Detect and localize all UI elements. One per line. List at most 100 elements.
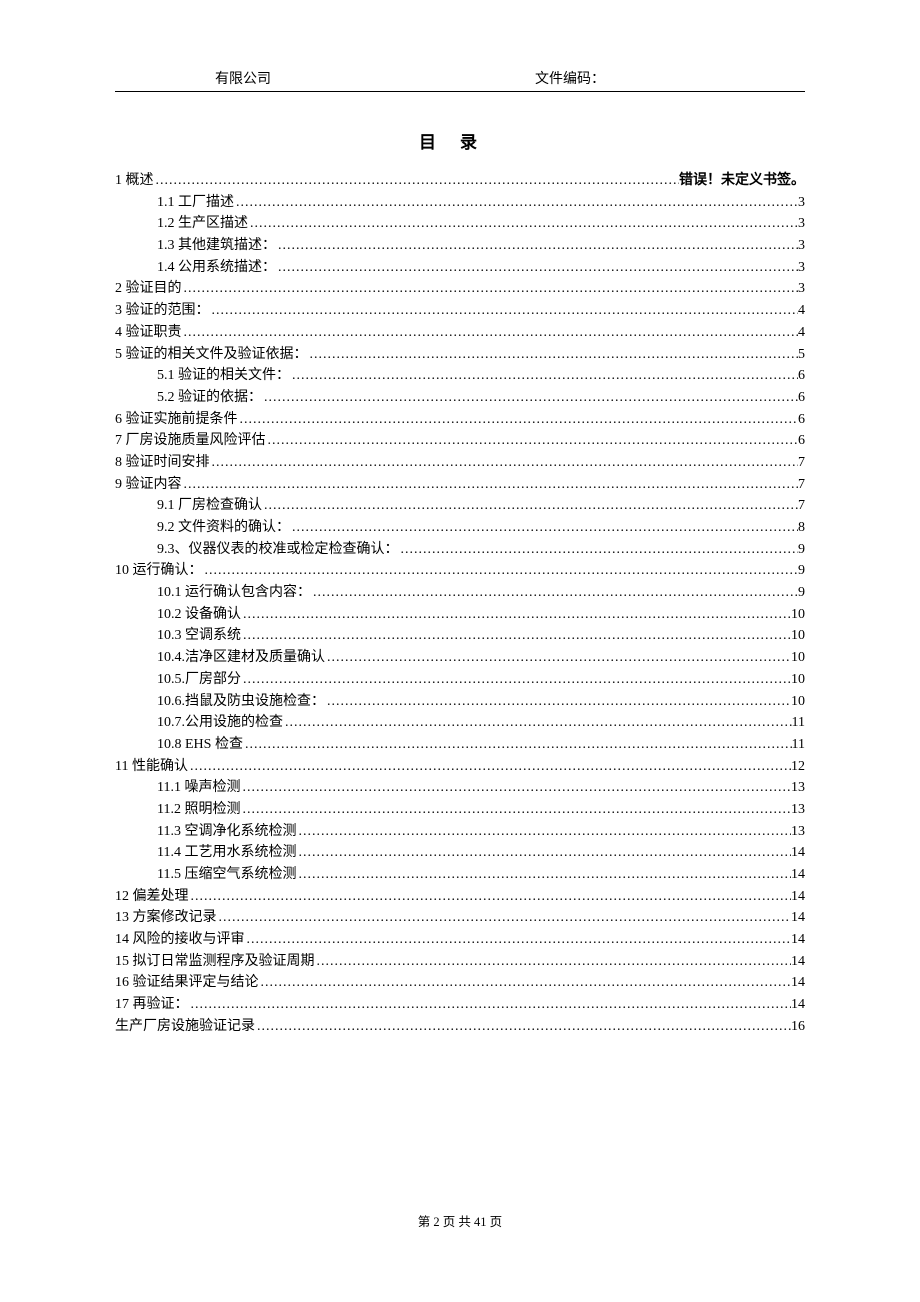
toc-row: 5.2 验证的依据：6 (115, 387, 805, 409)
toc-label: 1.3 其他建筑描述： (157, 235, 276, 257)
toc-page-number: 14 (791, 842, 805, 864)
toc-leader-dots (262, 387, 798, 409)
toc-row: 10.6.挡鼠及防虫设施检查：10 (115, 691, 805, 713)
toc-row: 1.3 其他建筑描述： 3 (115, 235, 805, 257)
toc-row: 17 再验证：14 (115, 994, 805, 1016)
toc-page-number: 3 (798, 192, 805, 214)
toc-leader-dots (266, 430, 799, 452)
toc-page-number: 7 (798, 495, 805, 517)
toc-row: 6 验证实施前提条件6 (115, 409, 805, 431)
toc-row: 10.1 运行确认包含内容：9 (115, 582, 805, 604)
toc-leader-dots (290, 517, 798, 539)
toc-page-number: 13 (791, 799, 805, 821)
toc-row: 1.2 生产区描述3 (115, 213, 805, 235)
toc-label: 11 性能确认 (115, 756, 188, 778)
toc-leader-dots (189, 886, 792, 908)
toc-row: 10 运行确认：9 (115, 560, 805, 582)
toc-page-number: 13 (791, 777, 805, 799)
toc-leader-dots (248, 213, 798, 235)
toc-leader-dots (325, 647, 791, 669)
toc-label: 5.1 验证的相关文件： (157, 365, 290, 387)
toc-label: 12 偏差处理 (115, 886, 189, 908)
toc-leader-dots (203, 560, 799, 582)
toc-page-number: 9 (798, 539, 805, 561)
toc-row: 7 厂房设施质量风险评估6 (115, 430, 805, 452)
toc-page-number: 8 (798, 517, 805, 539)
toc-row: 11 性能确认 12 (115, 756, 805, 778)
toc-label: 10.6.挡鼠及防虫设施检查： (157, 691, 325, 713)
toc-row: 10.7.公用设施的检查11 (115, 712, 805, 734)
toc-label: 5.2 验证的依据： (157, 387, 262, 409)
toc-row: 16 验证结果评定与结论 14 (115, 972, 805, 994)
toc-leader-dots (283, 712, 792, 734)
document-page: 有限公司 文件编码： 目录 1 概述错误！未定义书签。1.1 工厂描述31.2 … (0, 0, 920, 1088)
toc-label: 10.3 空调系统 (157, 625, 241, 647)
toc-leader-dots (243, 734, 792, 756)
toc-row: 11.3 空调净化系统检测13 (115, 821, 805, 843)
toc-page-number: 6 (798, 430, 805, 452)
toc-page-number: 14 (791, 951, 805, 973)
toc-row: 13 方案修改记录 14 (115, 907, 805, 929)
toc-leader-dots (311, 582, 798, 604)
toc-row: 11.2 照明检测 13 (115, 799, 805, 821)
toc-label: 9.1 厂房检查确认 (157, 495, 262, 517)
toc-row: 4 验证职责 4 (115, 322, 805, 344)
toc-row: 2 验证目的3 (115, 278, 805, 300)
toc-row: 3 验证的范围：4 (115, 300, 805, 322)
toc-leader-dots (240, 799, 791, 821)
toc-page-number: 10 (791, 669, 805, 691)
toc-label: 10.8 EHS 检查 (157, 734, 243, 756)
toc-page-number: 10 (791, 604, 805, 626)
toc-leader-dots (296, 821, 791, 843)
toc-leader-dots (241, 669, 791, 691)
toc-page-number: 14 (791, 864, 805, 886)
toc-row: 11.4 工艺用水系统检测 14 (115, 842, 805, 864)
toc-leader-dots (210, 300, 799, 322)
toc-label: 11.2 照明检测 (157, 799, 240, 821)
toc-page-number: 12 (791, 756, 805, 778)
toc-label: 1.2 生产区描述 (157, 213, 248, 235)
toc-page-number: 5 (798, 344, 805, 366)
toc-label: 11.1 噪声检测 (157, 777, 240, 799)
toc-leader-dots (245, 929, 792, 951)
toc-label: 1.1 工厂描述 (157, 192, 234, 214)
toc-label: 11.4 工艺用水系统检测 (157, 842, 296, 864)
toc-label: 14 风险的接收与评审 (115, 929, 245, 951)
toc-title: 目录 (115, 128, 805, 153)
toc-leader-dots (238, 409, 799, 431)
toc-label: 4 验证职责 (115, 322, 182, 344)
toc-label: 10 运行确认： (115, 560, 203, 582)
toc-container: 1 概述错误！未定义书签。1.1 工厂描述31.2 生产区描述31.3 其他建筑… (115, 169, 805, 1038)
toc-leader-dots (290, 365, 798, 387)
toc-label: 13 方案修改记录 (115, 907, 217, 929)
toc-page-number: 4 (798, 322, 805, 344)
toc-leader-dots (315, 951, 792, 973)
toc-page-number: 7 (798, 452, 805, 474)
toc-row: 10.3 空调系统10 (115, 625, 805, 647)
toc-page-number: 14 (791, 907, 805, 929)
toc-leader-dots (241, 625, 791, 647)
toc-row: 15 拟订日常监测程序及验证周期 14 (115, 951, 805, 973)
toc-row: 5.1 验证的相关文件： 6 (115, 365, 805, 387)
toc-leader-dots (399, 539, 799, 561)
toc-label: 16 验证结果评定与结论 (115, 972, 259, 994)
toc-label: 1.4 公用系统描述： (157, 257, 276, 279)
toc-page-number: 3 (798, 235, 805, 257)
toc-leader-dots (217, 907, 792, 929)
toc-leader-dots (241, 604, 791, 626)
toc-page-number: 11 (792, 734, 805, 756)
toc-page-number: 14 (791, 929, 805, 951)
toc-page-number: 3 (798, 257, 805, 279)
toc-page-number: 6 (798, 365, 805, 387)
toc-label: 生产厂房设施验证记录 (115, 1016, 255, 1038)
toc-page-number: 10 (791, 647, 805, 669)
toc-leader-dots (182, 322, 799, 344)
toc-page-number: 14 (791, 972, 805, 994)
toc-row: 生产厂房设施验证记录16 (115, 1016, 805, 1038)
page-header: 有限公司 文件编码： (115, 68, 805, 92)
toc-label: 15 拟订日常监测程序及验证周期 (115, 951, 315, 973)
toc-page-number: 14 (791, 994, 805, 1016)
toc-error-text: 错误！未定义书签。 (679, 169, 805, 191)
toc-label: 10.7.公用设施的检查 (157, 712, 283, 734)
toc-row: 1.1 工厂描述 3 (115, 192, 805, 214)
